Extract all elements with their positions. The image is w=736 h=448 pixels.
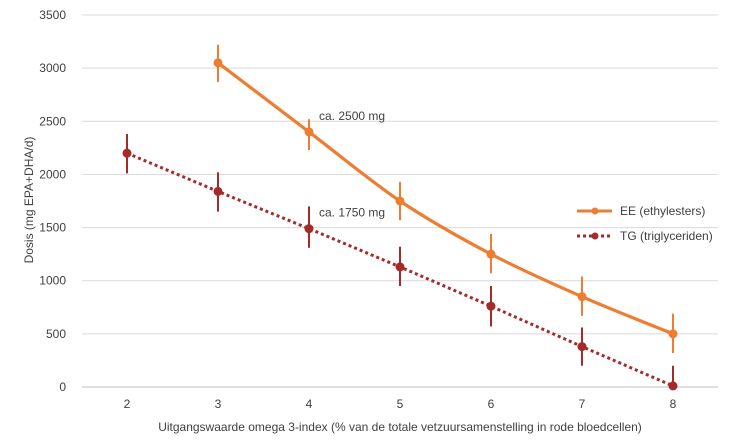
y-tick-label: 1500 bbox=[39, 221, 66, 235]
y-tick-label: 2500 bbox=[39, 114, 66, 128]
legend-swatch-marker-ee bbox=[591, 207, 599, 215]
legend: EE (ethylesters) TG (triglyceriden) bbox=[577, 204, 713, 243]
annotations: ca. 2500 mg ca. 1750 mg bbox=[319, 109, 385, 220]
data-point-tg bbox=[122, 148, 132, 158]
x-tick-label: 7 bbox=[579, 397, 586, 411]
data-point-tg bbox=[395, 262, 405, 272]
y-tick-label: 2000 bbox=[39, 167, 66, 181]
data-point-tg bbox=[486, 301, 496, 311]
annotation-label: ca. 2500 mg bbox=[319, 109, 385, 123]
data-point-ee bbox=[213, 58, 223, 68]
data-point-tg bbox=[668, 381, 678, 391]
y-axis-ticks: 0 500 1000 1500 2000 2500 3000 3500 bbox=[39, 8, 66, 394]
legend-label-ee: EE (ethylesters) bbox=[620, 204, 705, 218]
series-layer bbox=[122, 44, 678, 391]
y-tick-label: 500 bbox=[46, 327, 66, 341]
x-tick-label: 2 bbox=[124, 397, 131, 411]
x-tick-label: 4 bbox=[306, 397, 313, 411]
annotation-label: ca. 1750 mg bbox=[319, 206, 385, 220]
series-tg bbox=[122, 134, 678, 391]
x-tick-label: 6 bbox=[488, 397, 495, 411]
data-point-tg bbox=[213, 186, 223, 196]
y-tick-label: 3000 bbox=[39, 61, 66, 75]
data-point-ee bbox=[668, 329, 678, 339]
y-tick-label: 0 bbox=[59, 380, 66, 394]
x-axis-title: Uitgangswaarde omega 3-index (% van de t… bbox=[158, 420, 642, 434]
x-tick-label: 5 bbox=[397, 397, 404, 411]
legend-swatch-marker-tg bbox=[591, 232, 599, 240]
series-line-ee bbox=[217, 61, 674, 336]
x-tick-label: 3 bbox=[215, 397, 222, 411]
y-tick-label: 1000 bbox=[39, 274, 66, 288]
x-axis-ticks: 2 3 4 5 6 7 8 bbox=[124, 397, 677, 411]
data-point-ee bbox=[486, 249, 496, 259]
data-point-ee bbox=[395, 196, 405, 206]
y-axis-title: Dosis (mg EPA+DHA/d) bbox=[22, 137, 36, 264]
series-ee bbox=[213, 44, 678, 353]
data-point-ee bbox=[577, 292, 587, 302]
data-point-tg bbox=[577, 342, 587, 352]
data-point-ee bbox=[304, 127, 314, 137]
x-tick-label: 8 bbox=[670, 397, 677, 411]
data-point-tg bbox=[304, 224, 314, 234]
legend-label-tg: TG (triglyceriden) bbox=[620, 229, 713, 243]
y-tick-label: 3500 bbox=[39, 8, 66, 22]
